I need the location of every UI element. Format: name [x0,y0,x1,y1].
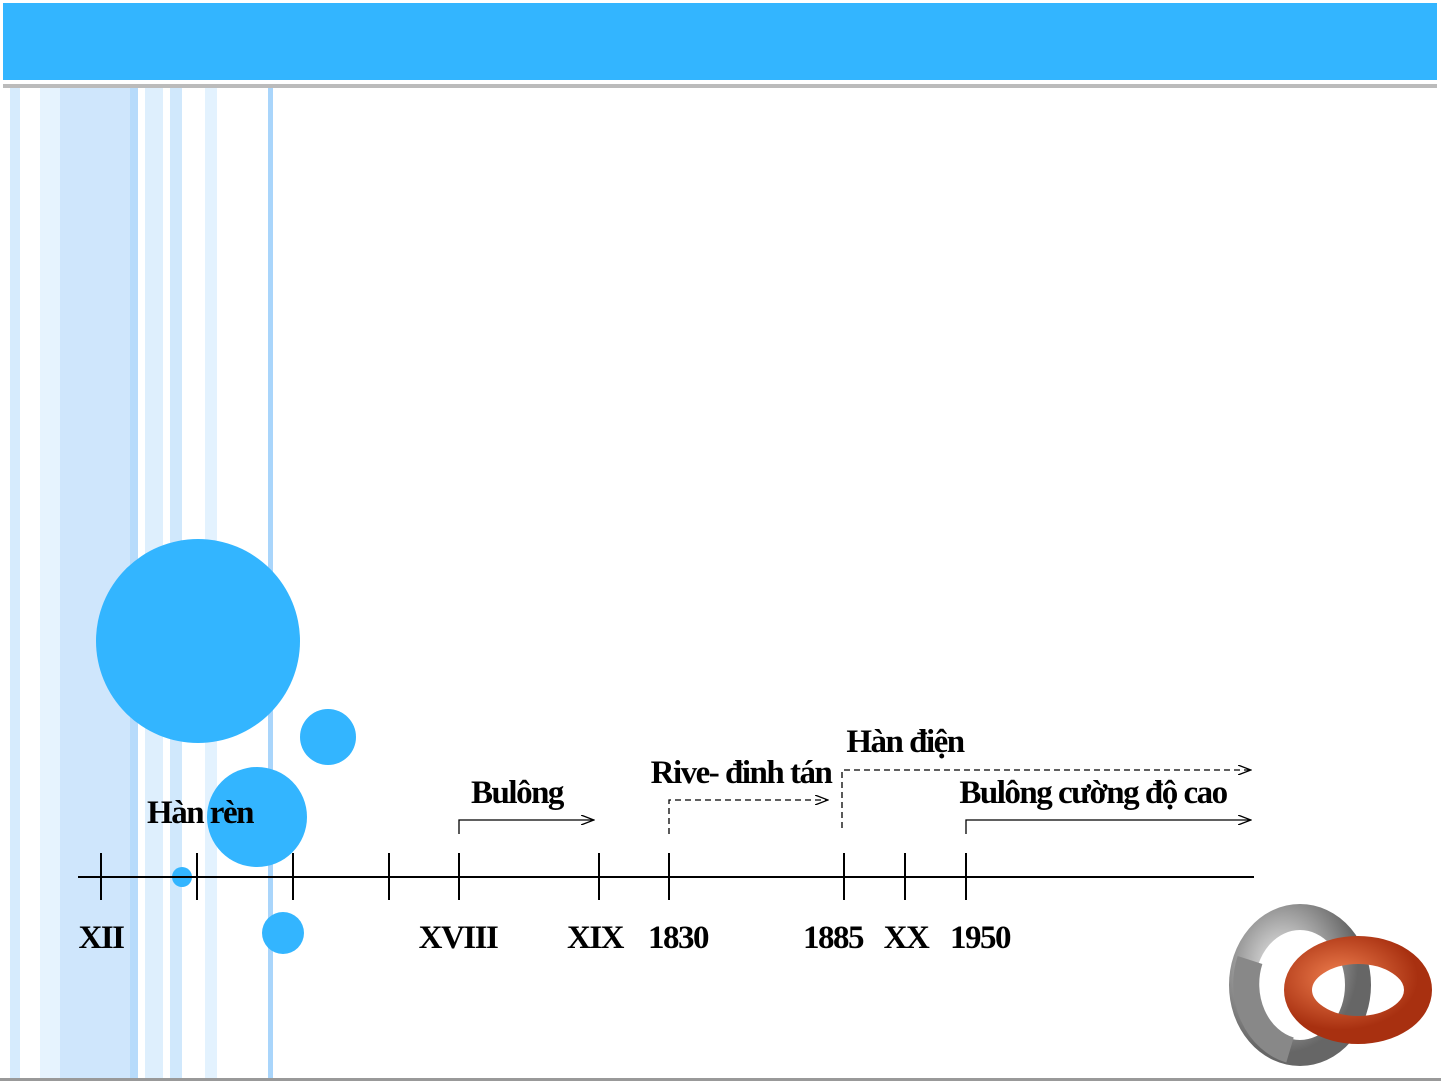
event-label: Hàn rèn [147,795,254,831]
tick-label: XVIII [419,920,498,956]
tick-label: 1885 [803,920,864,956]
tick-label: XII [78,920,124,956]
event-label: Hàn điện [846,724,964,760]
event-arrows [458,770,1251,834]
tick-label: 1830 [648,920,709,956]
event-label: Bulông [471,775,565,811]
header-bar [3,3,1437,80]
tick-label: XIX [567,920,625,956]
decor-circles [96,539,356,954]
tick-label: 1950 [950,920,1011,956]
tick-label: XX [884,920,930,956]
bottom-edge [0,1078,1441,1081]
timeline-axis [78,853,1254,900]
event-label: Rive- đinh tán [651,755,833,791]
event-label: Bulông cường độ cao [959,775,1227,811]
header-shadow [3,84,1437,88]
molecule-image [1229,904,1432,1066]
